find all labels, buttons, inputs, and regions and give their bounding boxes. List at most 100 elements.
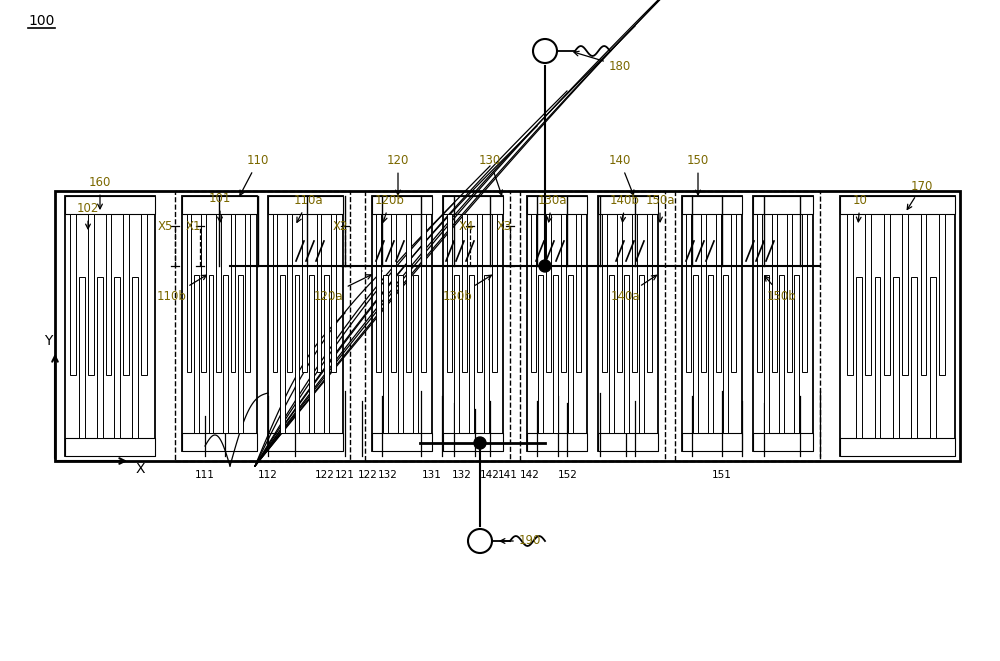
Bar [70,214,76,375]
Bar [639,275,644,433]
Text: 140b: 140b [610,194,640,222]
Bar [693,275,698,433]
Bar [123,214,129,375]
Text: 142: 142 [480,470,500,480]
Bar [682,196,742,214]
Text: 131: 131 [422,470,442,480]
Bar [492,214,497,371]
Bar [309,275,314,433]
Bar [462,214,467,371]
Bar [406,214,411,371]
Text: 101: 101 [209,192,231,222]
Bar [930,277,936,438]
Bar [632,214,637,371]
Text: 140: 140 [609,155,634,195]
Bar [175,191,350,461]
Bar [794,275,799,433]
Bar [840,196,955,214]
Bar [79,277,85,438]
Bar [708,275,713,433]
Bar [132,277,138,438]
Text: X2: X2 [332,219,348,233]
Bar [576,214,581,371]
Text: 152: 152 [558,470,578,480]
Bar [372,433,432,451]
Text: X5: X5 [157,219,173,233]
Bar [208,275,213,433]
Bar [920,214,926,375]
Bar [847,214,853,375]
Text: 140a: 140a [610,275,657,303]
Text: 112: 112 [258,470,278,480]
Text: 110: 110 [240,155,269,195]
Bar [186,214,191,371]
Bar [779,275,784,433]
Bar [527,196,587,214]
Bar [802,214,807,371]
Bar [602,214,607,371]
Text: 130a: 130a [537,194,567,222]
Bar [609,275,614,433]
Text: 142: 142 [520,470,540,480]
Bar [546,214,551,371]
Bar [598,433,658,451]
Bar [757,214,762,371]
Bar [840,196,955,456]
Bar [182,196,257,451]
Bar [840,438,955,456]
Bar [902,214,908,375]
Bar [65,438,155,456]
Bar [268,196,343,451]
Bar [324,275,329,433]
Bar [686,214,691,371]
Bar [141,214,147,375]
Text: 120a: 120a [313,275,371,303]
Text: Y: Y [44,334,52,348]
Bar [114,277,120,438]
Bar [598,196,658,451]
Text: 120: 120 [387,155,409,195]
Bar [223,275,228,433]
Text: 120b: 120b [375,194,405,222]
Bar [216,214,221,371]
Bar [865,214,871,375]
Bar [568,275,573,433]
Text: 160: 160 [89,176,111,209]
Bar [911,277,917,438]
Text: X3: X3 [496,219,512,233]
Bar [598,196,658,214]
Bar [413,275,418,433]
Bar [731,214,736,371]
Bar [55,191,960,461]
Bar [469,275,474,433]
Bar [531,214,536,371]
Bar [443,433,503,451]
Bar [421,214,426,371]
Bar [617,214,622,371]
Circle shape [474,437,486,449]
Text: 121: 121 [335,470,355,480]
Bar [443,196,503,214]
Bar [884,214,890,375]
Bar [194,275,199,433]
Bar [372,196,432,451]
Bar [287,214,292,371]
Bar [772,214,777,371]
Bar [553,275,558,433]
Bar [753,196,813,214]
Text: 151: 151 [712,470,732,480]
Bar [97,277,103,438]
Bar [372,196,432,214]
Bar [201,214,206,371]
Bar [376,214,381,371]
Bar [484,275,489,433]
Bar [753,433,813,451]
Bar [398,275,403,433]
Bar [561,214,566,371]
Bar [716,214,721,371]
Text: 180: 180 [574,52,631,73]
Bar [182,196,257,214]
Bar [245,214,250,371]
Bar [675,191,820,461]
Text: 150a: 150a [645,194,675,222]
